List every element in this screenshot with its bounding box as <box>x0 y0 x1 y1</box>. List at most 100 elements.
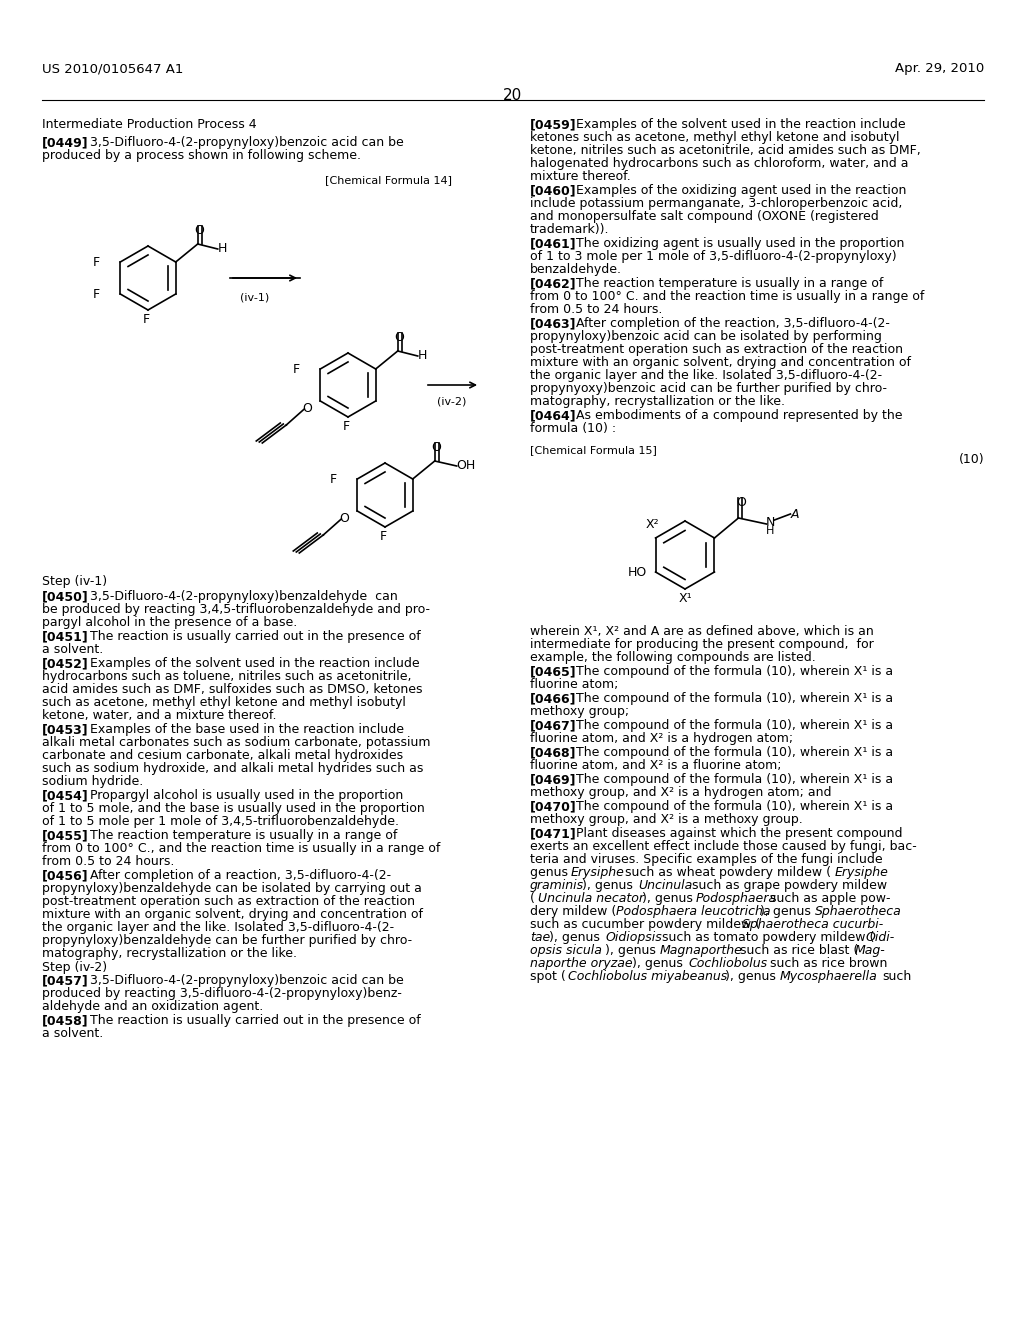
Text: Oidi-: Oidi- <box>865 931 894 944</box>
Text: example, the following compounds are listed.: example, the following compounds are lis… <box>530 651 816 664</box>
Text: fluorine atom;: fluorine atom; <box>530 678 618 690</box>
Text: Examples of the solvent used in the reaction include: Examples of the solvent used in the reac… <box>90 657 420 671</box>
Text: Cochliobolus miyabeanus: Cochliobolus miyabeanus <box>568 970 727 983</box>
Text: Oidiopsis: Oidiopsis <box>605 931 662 944</box>
Text: N: N <box>766 516 775 529</box>
Text: fluorine atom, and X² is a hydrogen atom;: fluorine atom, and X² is a hydrogen atom… <box>530 733 794 744</box>
Text: teria and viruses. Specific examples of the fungi include: teria and viruses. Specific examples of … <box>530 853 883 866</box>
Text: Plant diseases against which the present compound: Plant diseases against which the present… <box>575 828 902 840</box>
Text: exerts an excellent effect include those caused by fungi, bac-: exerts an excellent effect include those… <box>530 840 916 853</box>
Text: benzaldehyde.: benzaldehyde. <box>530 263 622 276</box>
Text: [0461]: [0461] <box>530 238 577 249</box>
Text: matography, recrystallization or the like.: matography, recrystallization or the lik… <box>42 946 297 960</box>
Text: US 2010/0105647 A1: US 2010/0105647 A1 <box>42 62 183 75</box>
Text: ), genus: ), genus <box>725 970 780 983</box>
Text: naporthe oryzae: naporthe oryzae <box>530 957 633 970</box>
Text: X²: X² <box>645 517 659 531</box>
Text: [0468]: [0468] <box>530 746 577 759</box>
Text: mixture with an organic solvent, drying and concentration of: mixture with an organic solvent, drying … <box>530 356 911 370</box>
Text: methoxy group;: methoxy group; <box>530 705 629 718</box>
Text: [0451]: [0451] <box>42 630 89 643</box>
Text: a solvent.: a solvent. <box>42 643 103 656</box>
Text: [0466]: [0466] <box>530 692 577 705</box>
Text: [0462]: [0462] <box>530 277 577 290</box>
Text: [0450]: [0450] <box>42 590 89 603</box>
Text: F: F <box>143 313 151 326</box>
Text: such as wheat powdery mildew (: such as wheat powdery mildew ( <box>625 866 831 879</box>
Text: After completion of a reaction, 3,5-difluoro-4-(2-: After completion of a reaction, 3,5-difl… <box>90 869 391 882</box>
Text: The reaction temperature is usually in a range of: The reaction temperature is usually in a… <box>575 277 884 290</box>
Text: carbonate and cesium carbonate, alkali metal hydroxides: carbonate and cesium carbonate, alkali m… <box>42 748 403 762</box>
Text: H: H <box>418 348 427 362</box>
Text: such as grape powdery mildew: such as grape powdery mildew <box>692 879 887 892</box>
Text: from 0 to 100° C. and the reaction time is usually in a range of: from 0 to 100° C. and the reaction time … <box>530 290 925 304</box>
Text: such as acetone, methyl ethyl ketone and methyl isobutyl: such as acetone, methyl ethyl ketone and… <box>42 696 406 709</box>
Text: As embodiments of a compound represented by the: As embodiments of a compound represented… <box>575 409 902 422</box>
Text: F: F <box>93 256 100 269</box>
Text: The compound of the formula (10), wherein X¹ is a: The compound of the formula (10), wherei… <box>575 719 893 733</box>
Text: fluorine atom, and X² is a fluorine atom;: fluorine atom, and X² is a fluorine atom… <box>530 759 781 772</box>
Text: from 0 to 100° C., and the reaction time is usually in a range of: from 0 to 100° C., and the reaction time… <box>42 842 440 855</box>
Text: Step (iv-2): Step (iv-2) <box>42 961 108 974</box>
Text: Mag-: Mag- <box>855 944 886 957</box>
Text: alkali metal carbonates such as sodium carbonate, potassium: alkali metal carbonates such as sodium c… <box>42 737 430 748</box>
Text: The compound of the formula (10), wherein X¹ is a: The compound of the formula (10), wherei… <box>575 774 893 785</box>
Text: formula (10) :: formula (10) : <box>530 422 616 436</box>
Text: Intermediate Production Process 4: Intermediate Production Process 4 <box>42 117 257 131</box>
Text: [0454]: [0454] <box>42 789 89 803</box>
Text: halogenated hydrocarbons such as chloroform, water, and a: halogenated hydrocarbons such as chlorof… <box>530 157 908 170</box>
Text: propynyloxy)benzaldehyde can be isolated by carrying out a: propynyloxy)benzaldehyde can be isolated… <box>42 882 422 895</box>
Text: post-treatment operation such as extraction of the reaction: post-treatment operation such as extract… <box>530 343 903 356</box>
Text: a solvent.: a solvent. <box>42 1027 103 1040</box>
Text: and monopersulfate salt compound (OXONE (registered: and monopersulfate salt compound (OXONE … <box>530 210 879 223</box>
Text: ), genus: ), genus <box>760 906 815 917</box>
Text: aldehyde and an oxidization agent.: aldehyde and an oxidization agent. <box>42 1001 263 1012</box>
Text: matography, recrystallization or the like.: matography, recrystallization or the lik… <box>530 395 785 408</box>
Text: [0449]: [0449] <box>42 136 89 149</box>
Text: O: O <box>736 496 746 510</box>
Text: X¹: X¹ <box>679 591 692 605</box>
Text: Podosphaera: Podosphaera <box>696 892 777 906</box>
Text: graminis: graminis <box>530 879 584 892</box>
Text: ), genus: ), genus <box>632 957 687 970</box>
Text: The reaction is usually carried out in the presence of: The reaction is usually carried out in t… <box>90 1014 421 1027</box>
Text: The compound of the formula (10), wherein X¹ is a: The compound of the formula (10), wherei… <box>575 692 893 705</box>
Text: The compound of the formula (10), wherein X¹ is a: The compound of the formula (10), wherei… <box>575 800 893 813</box>
Text: F: F <box>380 531 387 543</box>
Text: Sphaerotheca: Sphaerotheca <box>815 906 902 917</box>
Text: ketone, nitriles such as acetonitrile, acid amides such as DMF,: ketone, nitriles such as acetonitrile, a… <box>530 144 921 157</box>
Text: produced by a process shown in following scheme.: produced by a process shown in following… <box>42 149 361 162</box>
Text: Podosphaera leucotricha: Podosphaera leucotricha <box>616 906 770 917</box>
Text: [0455]: [0455] <box>42 829 89 842</box>
Text: ), genus: ), genus <box>549 931 604 944</box>
Text: 3,5-Difluoro-4-(2-propynyloxy)benzoic acid can be: 3,5-Difluoro-4-(2-propynyloxy)benzoic ac… <box>90 136 403 149</box>
Text: Propargyl alcohol is usually used in the proportion: Propargyl alcohol is usually used in the… <box>90 789 403 803</box>
Text: include potassium permanganate, 3-chloroperbenzoic acid,: include potassium permanganate, 3-chloro… <box>530 197 902 210</box>
Text: (10): (10) <box>958 453 984 466</box>
Text: the organic layer and the like. Isolated 3,5-difluoro-4-(2-: the organic layer and the like. Isolated… <box>42 921 394 935</box>
Text: of 1 to 5 mole, and the base is usually used in the proportion: of 1 to 5 mole, and the base is usually … <box>42 803 425 814</box>
Text: ), genus: ), genus <box>605 944 659 957</box>
Text: intermediate for producing the present compound,  for: intermediate for producing the present c… <box>530 638 873 651</box>
Text: The compound of the formula (10), wherein X¹ is a: The compound of the formula (10), wherei… <box>575 746 893 759</box>
Text: A: A <box>791 508 799 521</box>
Text: 20: 20 <box>503 88 521 103</box>
Text: Sphaerotheca cucurbi-: Sphaerotheca cucurbi- <box>742 917 884 931</box>
Text: The oxidizing agent is usually used in the proportion: The oxidizing agent is usually used in t… <box>575 238 904 249</box>
Text: ketone, water, and a mixture thereof.: ketone, water, and a mixture thereof. <box>42 709 276 722</box>
Text: such as sodium hydroxide, and alkali metal hydrides such as: such as sodium hydroxide, and alkali met… <box>42 762 423 775</box>
Text: produced by reacting 3,5-difluoro-4-(2-propynyloxy)benz-: produced by reacting 3,5-difluoro-4-(2-p… <box>42 987 401 1001</box>
Text: [0465]: [0465] <box>530 665 577 678</box>
Text: O: O <box>302 403 312 414</box>
Text: [0469]: [0469] <box>530 774 577 785</box>
Text: O: O <box>432 441 441 454</box>
Text: H: H <box>218 242 227 255</box>
Text: [0470]: [0470] <box>530 800 577 813</box>
Text: [0456]: [0456] <box>42 869 89 882</box>
Text: ), genus: ), genus <box>582 879 637 892</box>
Text: OH: OH <box>457 459 476 473</box>
Text: [0457]: [0457] <box>42 974 89 987</box>
Text: (iv-1): (iv-1) <box>241 292 269 302</box>
Text: F: F <box>293 363 300 376</box>
Text: [0453]: [0453] <box>42 723 89 737</box>
